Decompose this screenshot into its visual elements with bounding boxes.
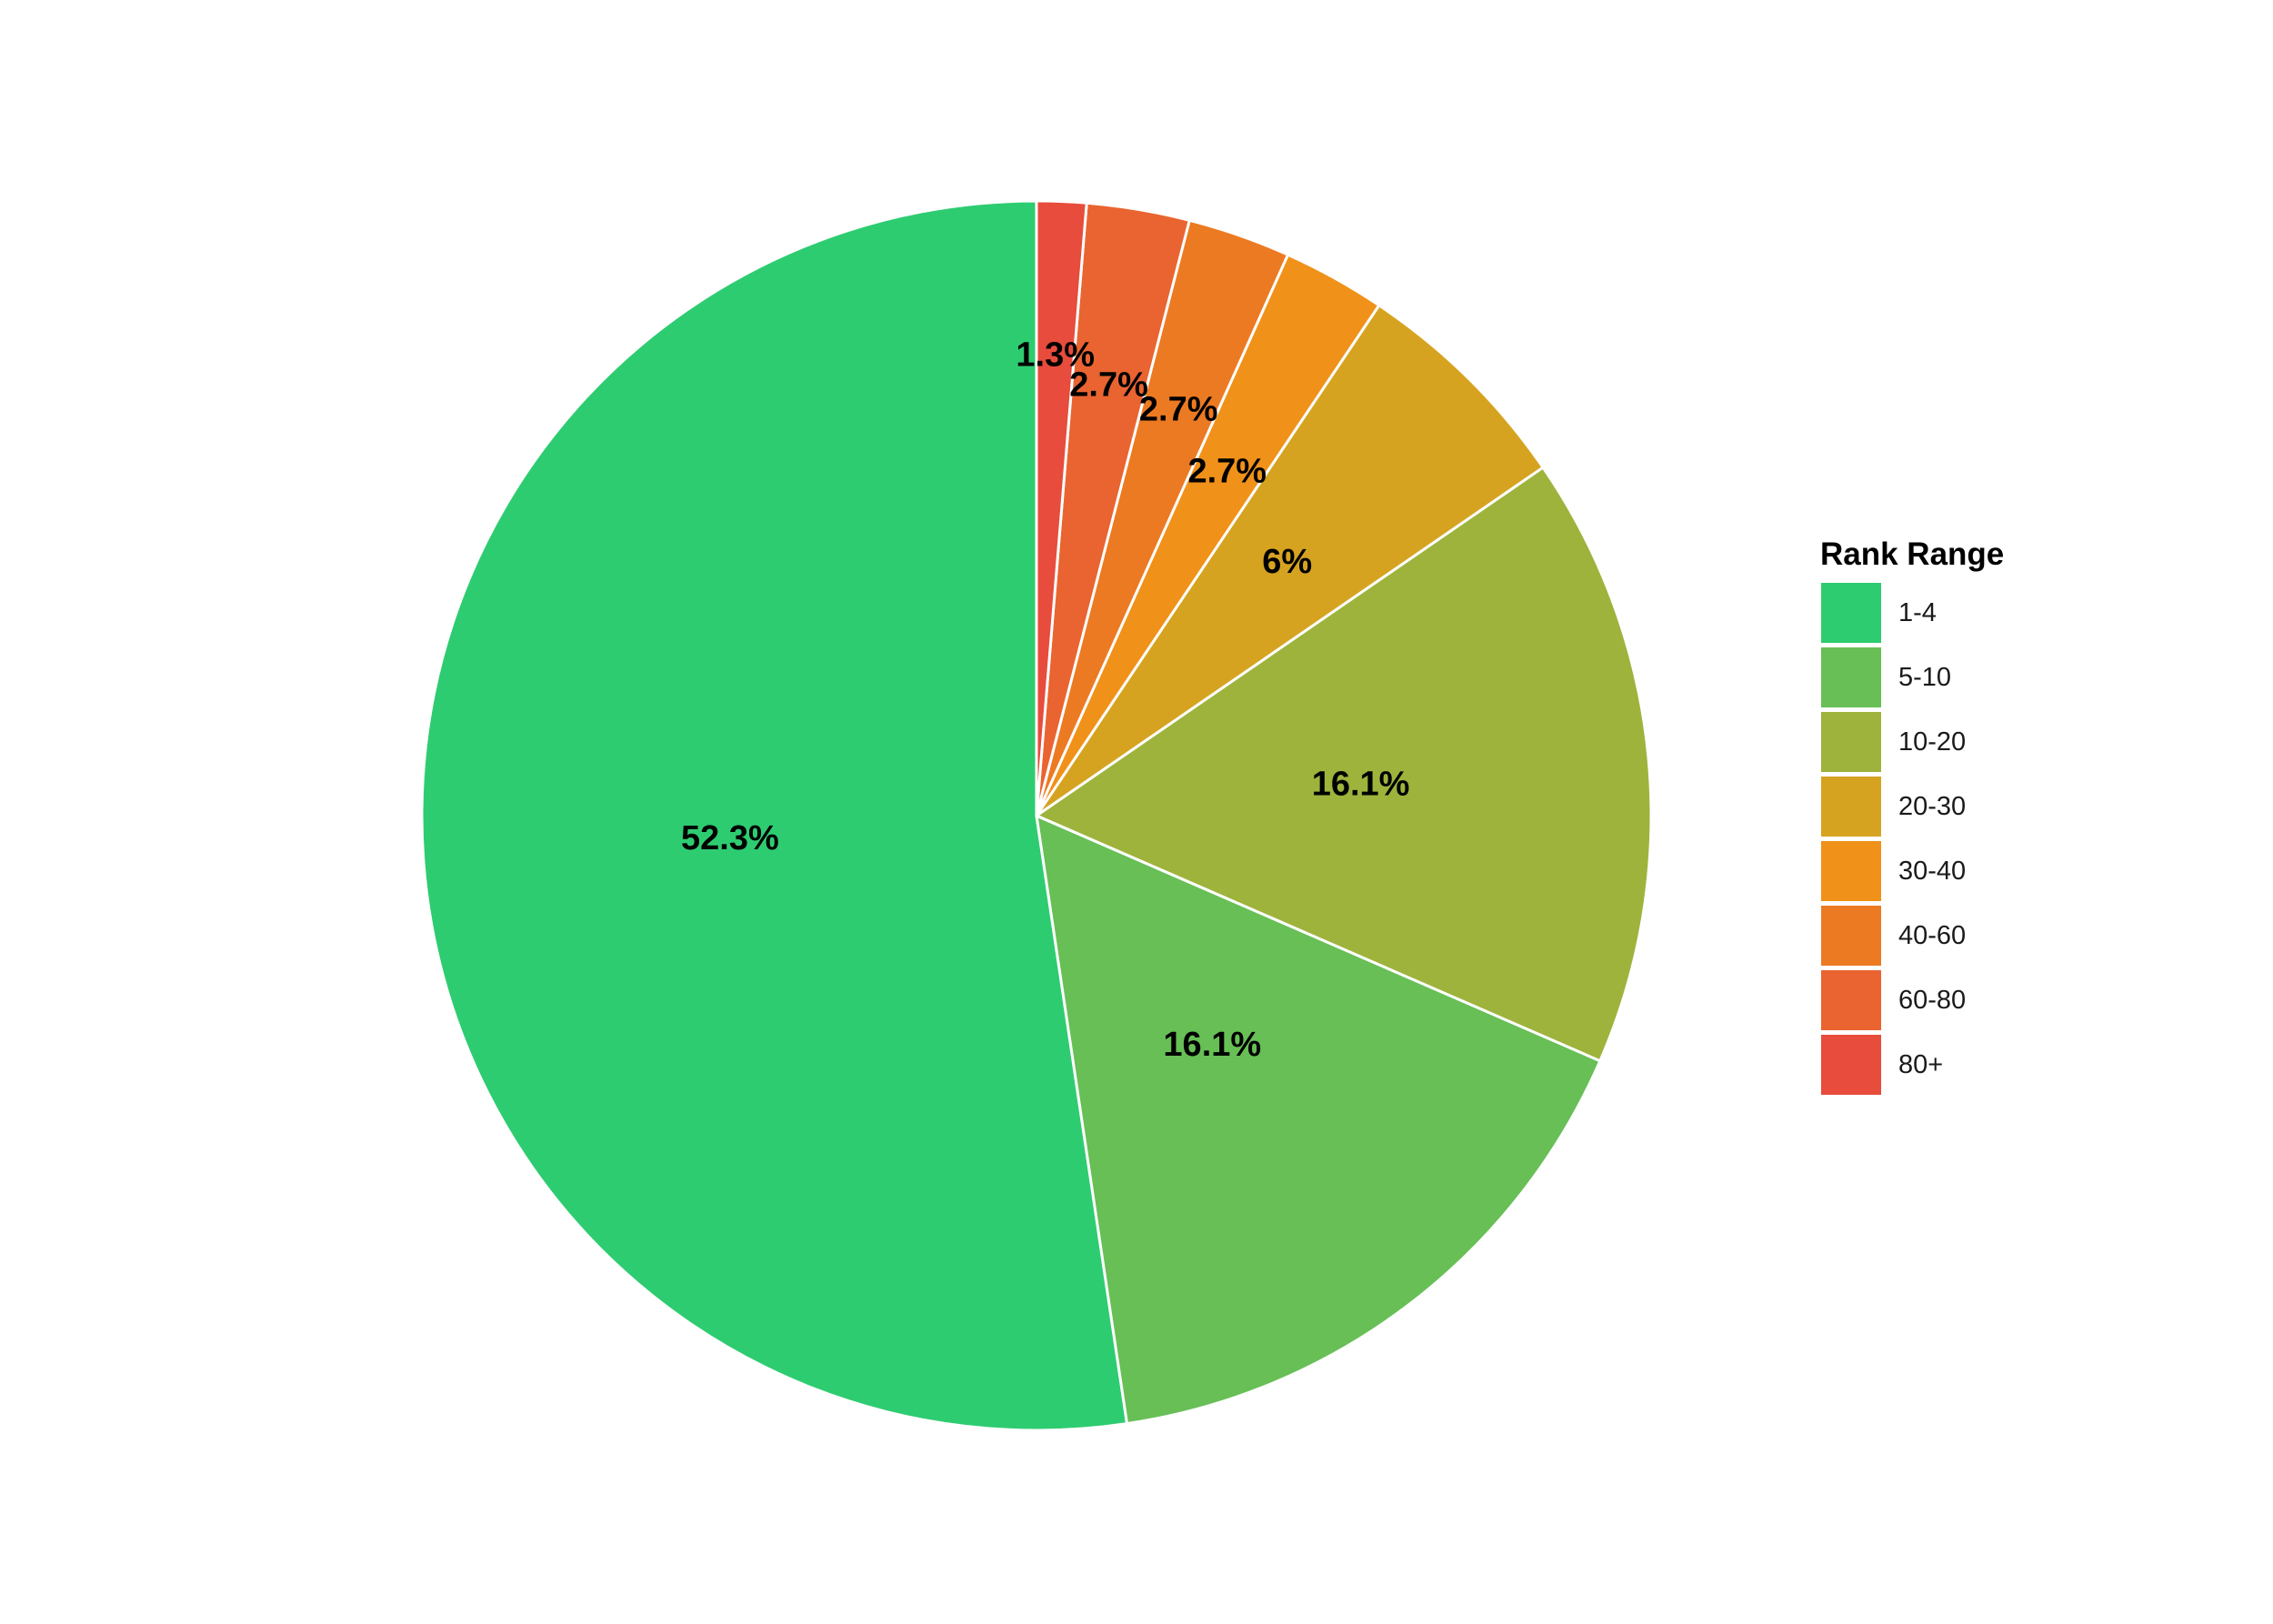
legend-key-1-4 [1819,581,1883,645]
pie-slice-5-10 [1035,814,1602,1426]
legend-key-5-10 [1819,646,1883,709]
legend-label-10-20: 10-20 [1898,727,1966,757]
legend-key-60-80 [1819,968,1883,1032]
pie-slice-10-20 [1035,466,1653,1063]
pie-slices [420,199,1653,1432]
pie-slice-labels: 52.3%16.1%16.1%6%2.7%2.7%2.7%1.3% [681,336,1409,1064]
slice-label-40-60: 2.7% [1139,390,1218,428]
slice-label-10-20: 16.1% [1312,766,1410,804]
slice-label-80+: 1.3% [1016,336,1095,374]
legend-key-10-20 [1819,710,1883,774]
legend-key-20-30 [1819,775,1883,838]
legend-label-30-40: 30-40 [1898,857,1966,886]
legend-label-20-30: 20-30 [1898,792,1966,821]
pie-slice-80+ [1035,199,1088,817]
legend-label-80+: 80+ [1898,1050,1943,1079]
slice-label-20-30: 6% [1262,543,1312,581]
legend: Rank Range 1-4 5-10 10-20 20-30 30-40 40-60 60… [1819,536,2004,1097]
pie-slice-20-30 [1035,304,1545,817]
legend-label-40-60: 40-60 [1898,921,1966,950]
legend-title: Rank Range [1820,536,2004,572]
pie-slice-1-4 [420,199,1129,1432]
legend-key-80+ [1819,1033,1883,1097]
legend-label-5-10: 5-10 [1898,663,1951,692]
slice-label-60-80: 2.7% [1069,366,1148,405]
legend-label-60-80: 60-80 [1898,986,1966,1015]
slice-label-5-10: 16.1% [1163,1026,1261,1064]
slice-label-1-4: 52.3% [681,819,779,857]
slice-label-30-40: 2.7% [1187,453,1267,491]
legend-label-1-4: 1-4 [1898,598,1937,627]
legend-key-40-60 [1819,904,1883,967]
legend-key-30-40 [1819,839,1883,903]
legend-items: 1-4 5-10 10-20 20-30 30-40 40-60 60-80 80+ [1819,581,1966,1097]
